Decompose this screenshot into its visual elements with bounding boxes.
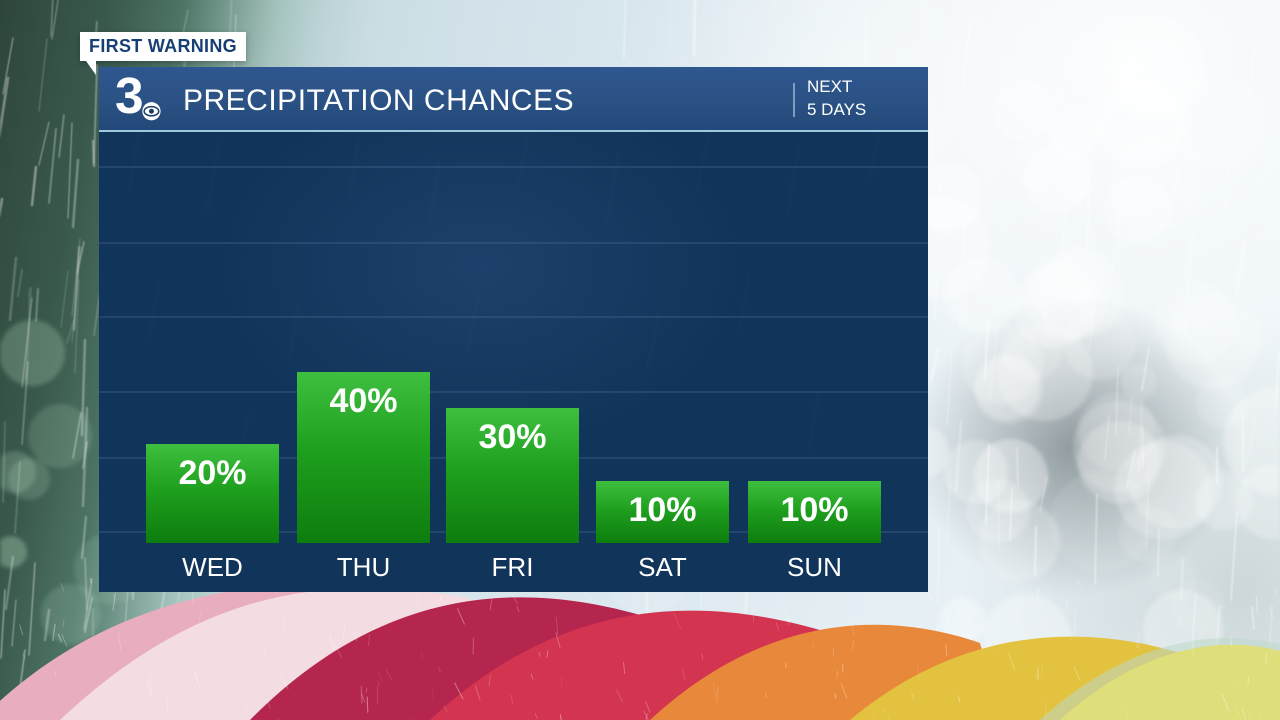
svg-text:3: 3: [115, 73, 144, 123]
